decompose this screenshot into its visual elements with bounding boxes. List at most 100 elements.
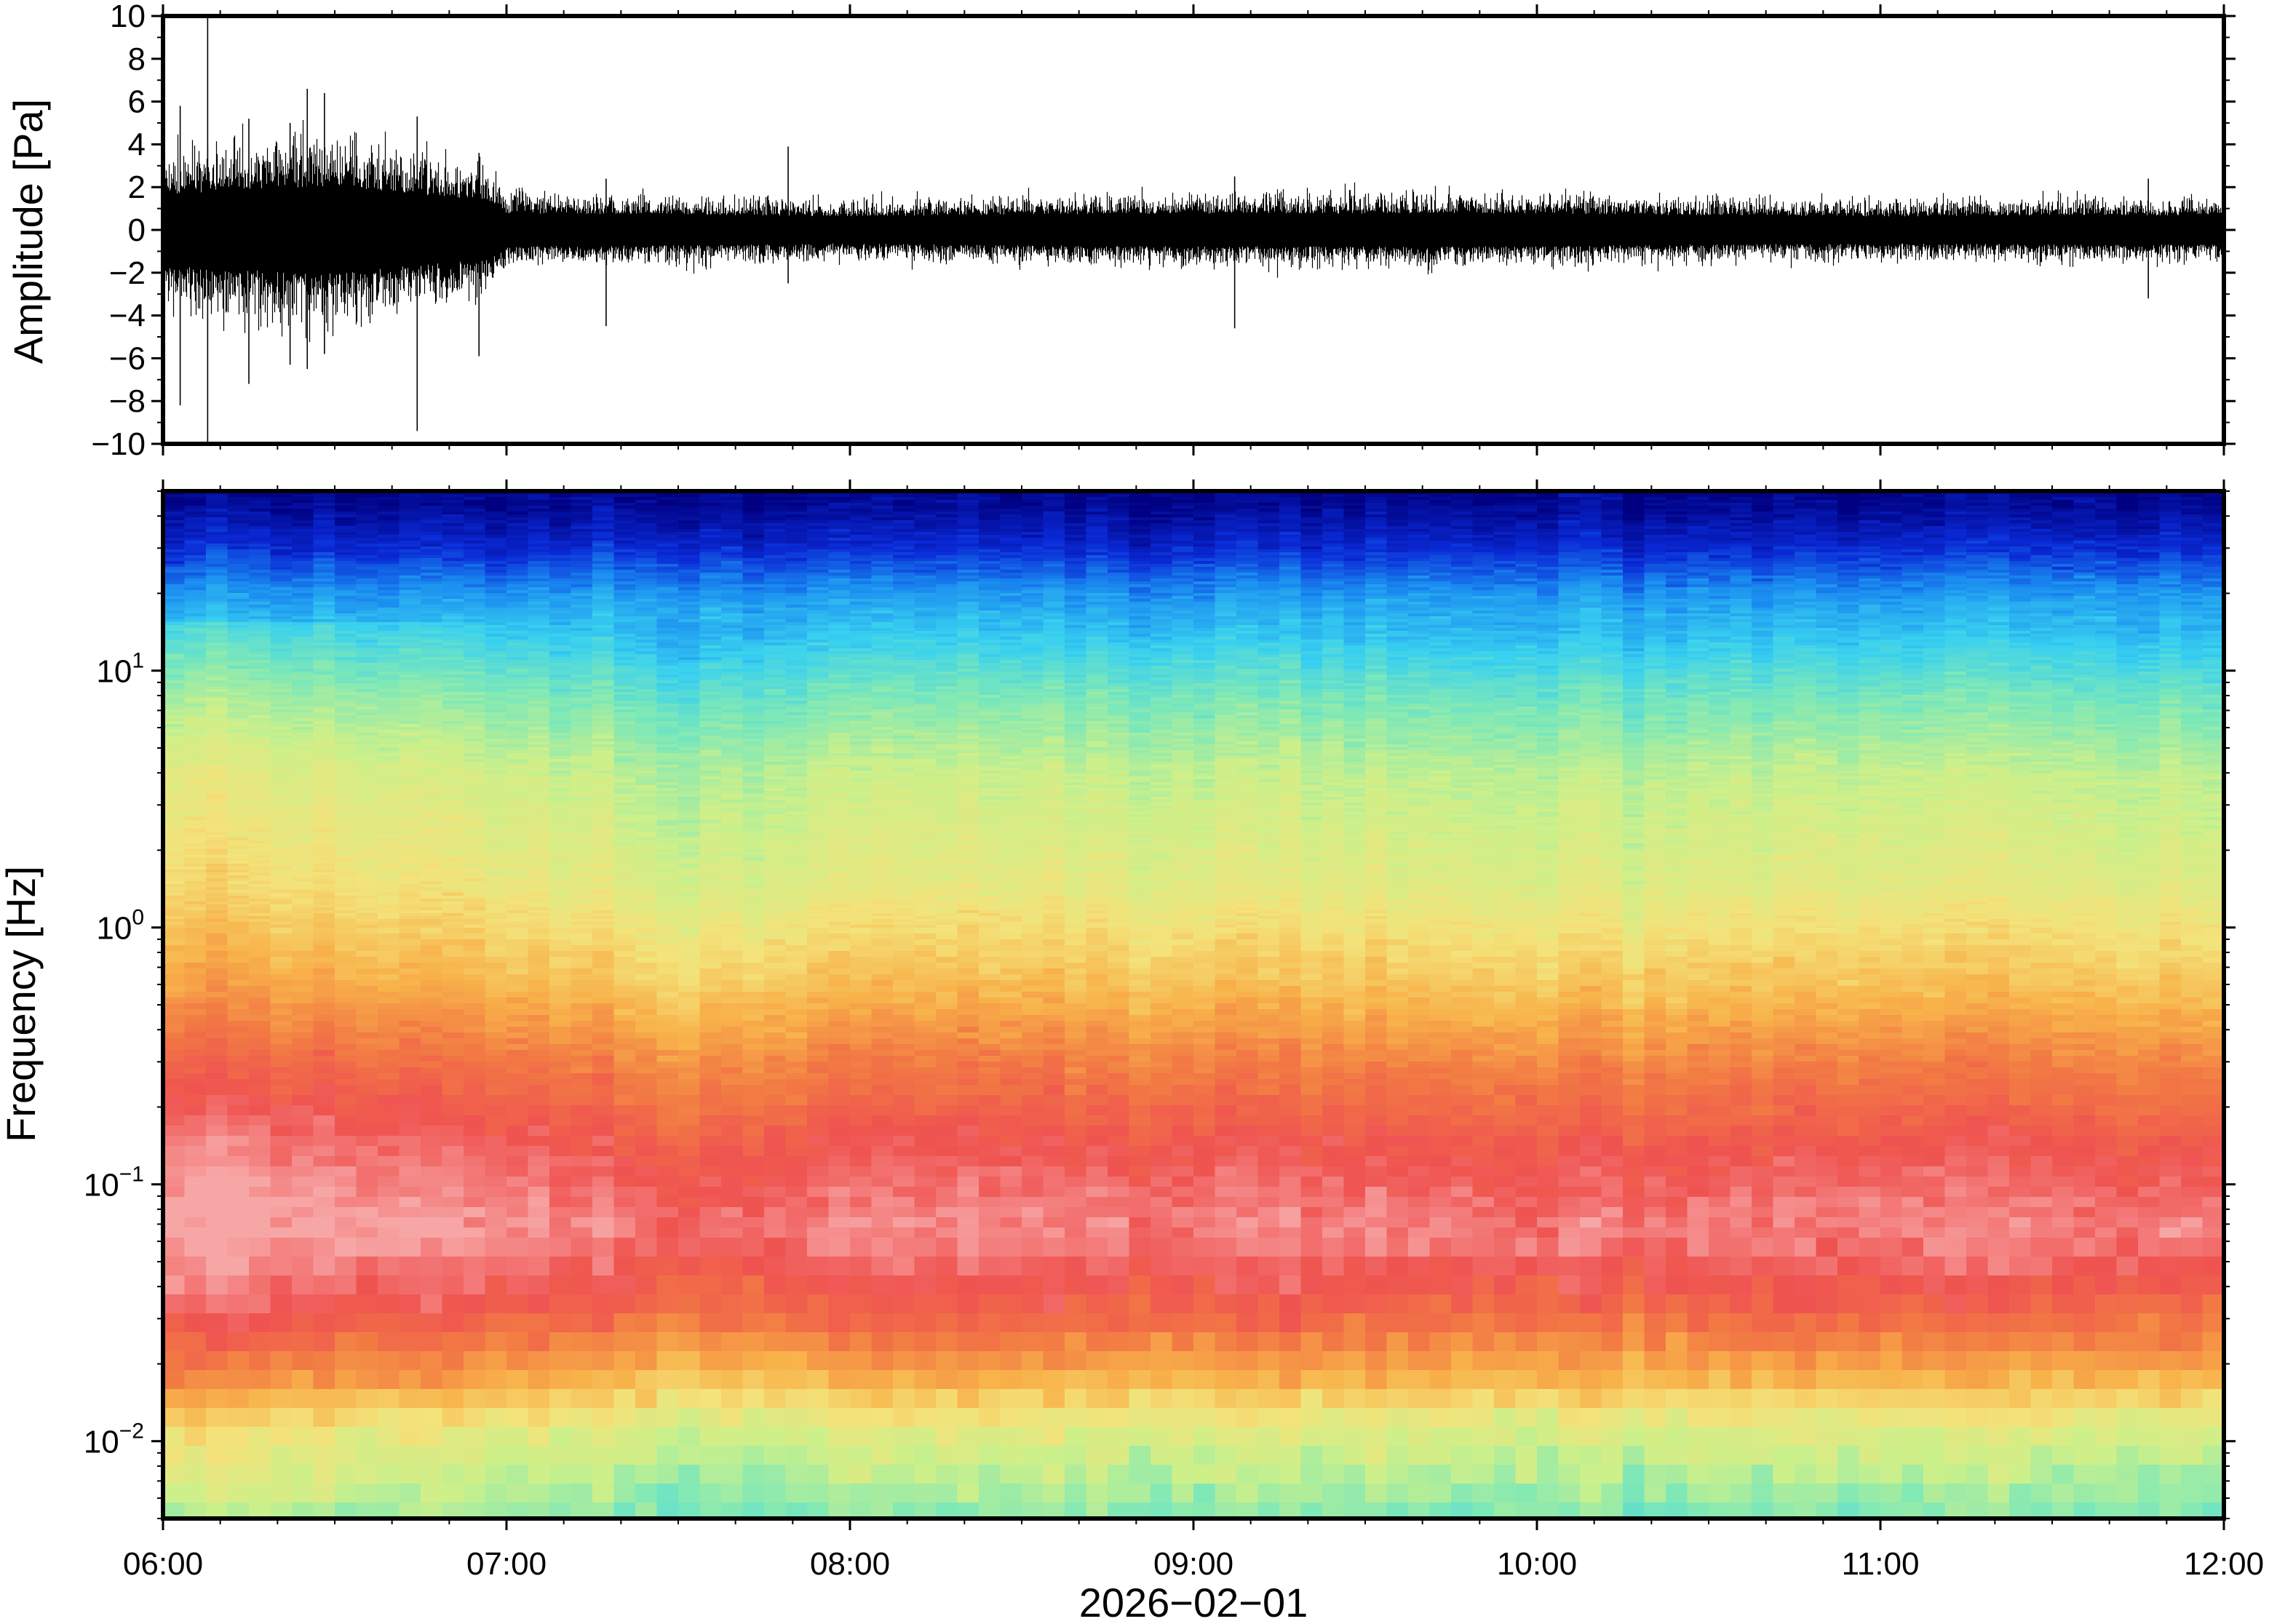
spectrogram-cell [163, 637, 185, 640]
spectrogram-cell [163, 785, 185, 789]
spectrogram-cell [528, 1197, 550, 1208]
spectrogram-cell [163, 896, 185, 899]
spectrogram-cell [485, 998, 507, 1004]
spectrogram-cell [657, 561, 679, 565]
spectrogram-cell [400, 669, 421, 672]
spectrogram-cell [528, 727, 550, 731]
spectrogram-cell [506, 963, 528, 969]
spectrogram-cell [485, 925, 507, 928]
spectrogram-cell [185, 1067, 207, 1074]
spectrogram-cell [592, 1207, 614, 1218]
spectrogram-cell [442, 651, 464, 655]
spectrogram-cell [464, 506, 485, 509]
spectrogram-cell [635, 1156, 657, 1167]
spectrogram-cell [421, 957, 442, 963]
spectrogram-cell [314, 1126, 335, 1137]
spectrogram-cell [400, 1062, 421, 1068]
spectrogram-cell [464, 1351, 485, 1371]
spectrogram-cell [185, 666, 207, 669]
spectrogram-cell [506, 916, 528, 920]
spectrogram-cell [335, 602, 357, 605]
spectrogram-cell [163, 692, 185, 696]
spectrogram-cell [249, 706, 271, 710]
spectrogram-cell [357, 992, 378, 998]
spectrogram-cell [571, 512, 593, 515]
spectrogram-cell [163, 858, 185, 861]
spectrogram-cell [400, 756, 421, 760]
spectrogram-cell [357, 672, 378, 675]
spectrogram-cell [249, 963, 271, 969]
spectrogram-cell [549, 677, 571, 681]
spectrogram-cell [163, 709, 185, 713]
spectrogram-cell [249, 805, 271, 809]
spectrogram-cell [292, 1187, 314, 1198]
spectrogram-cell [464, 817, 485, 821]
spectrogram-cell [292, 788, 314, 792]
spectrogram-cell [335, 1465, 357, 1484]
spectrogram-cell [592, 625, 614, 629]
spectrogram-cell [571, 747, 593, 751]
spectrogram-cell [163, 852, 185, 856]
spectrogram-cell [614, 890, 636, 893]
spectrogram-cell [442, 998, 464, 1004]
spectrogram-column-2 [206, 491, 228, 1522]
spectrogram-cell [485, 887, 507, 891]
spectrogram-cell [506, 840, 528, 844]
spectrogram-cell [442, 872, 464, 876]
spectrogram-column-16 [506, 491, 528, 1522]
spectrogram-cell [271, 765, 293, 768]
spectrogram-cell [464, 1257, 485, 1276]
spectrogram-cell [378, 869, 400, 873]
spectrogram-cell [528, 794, 550, 797]
spectrogram-cell [635, 616, 657, 620]
spectrogram-cell [592, 651, 614, 655]
spectrogram-cell [528, 544, 550, 547]
spectrogram-cell [528, 1115, 550, 1126]
spectrogram-cell [464, 593, 485, 597]
spectrogram-cell [614, 768, 636, 771]
spectrogram-cell [571, 919, 593, 923]
spectrogram-cell [549, 724, 571, 728]
spectrogram-cell [249, 907, 271, 911]
spectrogram-cell [464, 651, 485, 655]
spectrogram-cell [206, 773, 228, 777]
spectrogram-cell [592, 884, 614, 888]
spectrogram-cell [528, 640, 550, 643]
spectrogram-cell [421, 843, 442, 847]
spectrogram-cell [592, 910, 614, 914]
spectrogram-cell [571, 622, 593, 626]
spectrogram-cell [635, 782, 657, 786]
spectrogram-cell [163, 1021, 185, 1027]
spectrogram-cell [249, 648, 271, 652]
spectrogram-cell [378, 674, 400, 678]
spectrogram-cell [506, 846, 528, 850]
spectrogram-cell [549, 919, 571, 923]
spectrogram-cell [400, 657, 421, 661]
spectrogram-cell [206, 544, 228, 547]
spectrogram-cell [314, 814, 335, 818]
spectrogram-cell [314, 709, 335, 713]
spectrogram-cell [228, 837, 250, 841]
spectrogram-cell [249, 820, 271, 824]
spectrogram-cell [271, 1257, 293, 1276]
spectrogram-cell [485, 890, 507, 893]
spectrogram-cell [614, 628, 636, 632]
spectrogram-cell [185, 791, 207, 795]
spectrogram-heatmap [163, 491, 2225, 1522]
spectrogram-cell [185, 561, 207, 565]
spectrogram-cell [421, 657, 442, 661]
spectrogram-cell [421, 494, 442, 498]
spectrogram-cell [614, 602, 636, 605]
spectrogram-cell [442, 974, 464, 981]
spectrogram-cell [378, 1166, 400, 1177]
spectrogram-cell [571, 573, 593, 576]
spectrogram-cell [400, 640, 421, 643]
spectrogram-cell [378, 558, 400, 562]
spectrogram-cell [400, 666, 421, 669]
spectrogram-cell [485, 896, 507, 899]
spectrogram-cell [485, 1062, 507, 1068]
spectrogram-cell [506, 610, 528, 614]
spectrogram-cell [442, 709, 464, 713]
spectrogram-cell [592, 741, 614, 745]
spectrogram-cell [528, 506, 550, 509]
